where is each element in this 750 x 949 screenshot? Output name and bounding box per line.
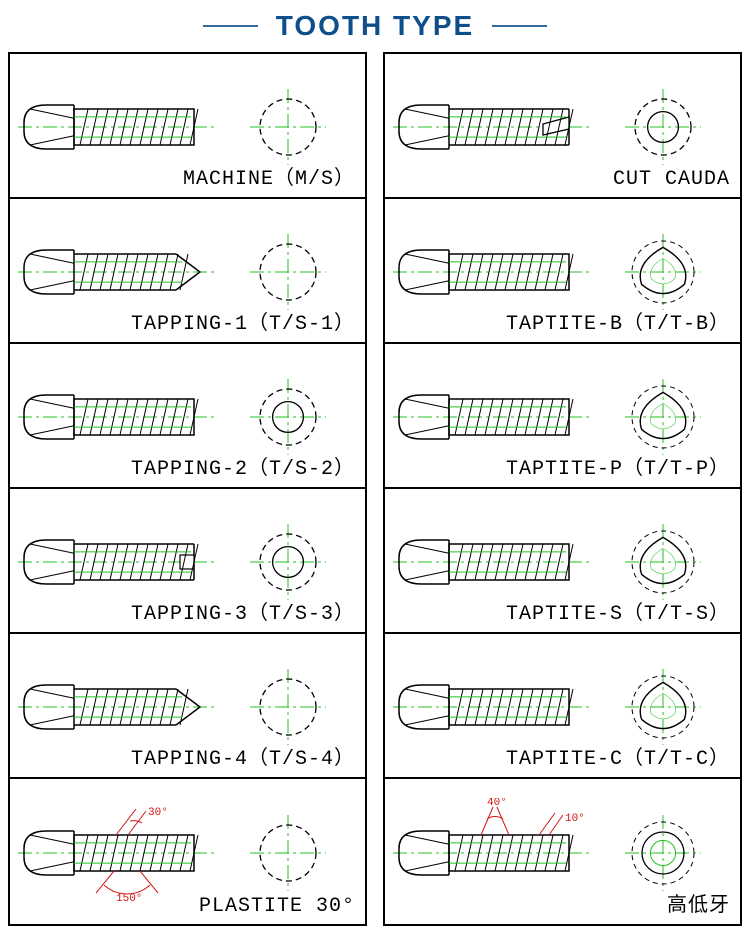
cross-section-diagram <box>623 232 703 312</box>
page-title: TOOTH TYPE <box>276 10 474 42</box>
left-column: MACHINE（M/S） TAPPING-1（T/S-1） TAPPING-2（T/… <box>8 52 367 926</box>
svg-text:40°: 40° <box>487 798 507 809</box>
header-rule-right <box>492 25 547 27</box>
svg-text:10°: 10° <box>565 813 585 825</box>
tooth-label: TAPTITE-C（T/T-C） <box>506 741 730 771</box>
cross-section-diagram <box>248 667 328 747</box>
page-header: TOOTH TYPE <box>0 0 750 48</box>
tooth-label: TAPTITE-S（T/T-S） <box>506 596 730 626</box>
tooth-cell: TAPPING-4（T/S-4） <box>10 634 365 779</box>
tooth-cell: TAPTITE-B（T/T-B） <box>385 199 740 344</box>
tooth-label: TAPTITE-B（T/T-B） <box>506 306 730 336</box>
tooth-cell: CUT CAUDA <box>385 54 740 199</box>
tooth-cell: 30° 150° PLASTITE 30° <box>10 779 365 924</box>
tooth-cell: MACHINE（M/S） <box>10 54 365 199</box>
svg-text:150°: 150° <box>116 893 142 905</box>
tooth-label: MACHINE（M/S） <box>183 161 355 191</box>
tooth-cell: TAPPING-1（T/S-1） <box>10 199 365 344</box>
tooth-label: TAPPING-3（T/S-3） <box>131 596 355 626</box>
tooth-label: 高低牙 <box>667 888 730 918</box>
screw-diagram <box>393 72 593 182</box>
cross-section-diagram <box>248 522 328 602</box>
cross-section-diagram <box>248 813 328 893</box>
screw-diagram: 40° 10° <box>393 798 593 908</box>
tooth-label: TAPPING-1（T/S-1） <box>131 306 355 336</box>
svg-text:30°: 30° <box>148 807 168 819</box>
cross-section-diagram <box>623 522 703 602</box>
right-column: CUT CAUDA TAPTITE-B（T/T-B） TAPTITE-P（T/T-P… <box>383 52 742 926</box>
tooth-cell: TAPPING-2（T/S-2） <box>10 344 365 489</box>
cross-section-diagram <box>623 813 703 893</box>
screw-diagram: 30° 150° <box>18 798 218 908</box>
header-rule-left <box>203 25 258 27</box>
tooth-label: TAPPING-2（T/S-2） <box>131 451 355 481</box>
tooth-cell: TAPTITE-C（T/T-C） <box>385 634 740 779</box>
tooth-cell: TAPPING-3（T/S-3） <box>10 489 365 634</box>
cross-section-diagram <box>248 87 328 167</box>
cross-section-diagram <box>623 667 703 747</box>
tooth-cell: TAPTITE-P（T/T-P） <box>385 344 740 489</box>
tooth-label: CUT CAUDA <box>613 168 730 191</box>
cross-section-diagram <box>248 377 328 457</box>
tooth-type-grid: MACHINE（M/S） TAPPING-1（T/S-1） TAPPING-2（T/… <box>0 48 750 934</box>
cross-section-diagram <box>248 232 328 312</box>
tooth-cell: TAPTITE-S（T/T-S） <box>385 489 740 634</box>
tooth-label: PLASTITE 30° <box>199 895 355 918</box>
tooth-cell: 40° 10° 高低牙 <box>385 779 740 924</box>
cross-section-diagram <box>623 87 703 167</box>
tooth-label: TAPPING-4（T/S-4） <box>131 741 355 771</box>
tooth-label: TAPTITE-P（T/T-P） <box>506 451 730 481</box>
cross-section-diagram <box>623 377 703 457</box>
